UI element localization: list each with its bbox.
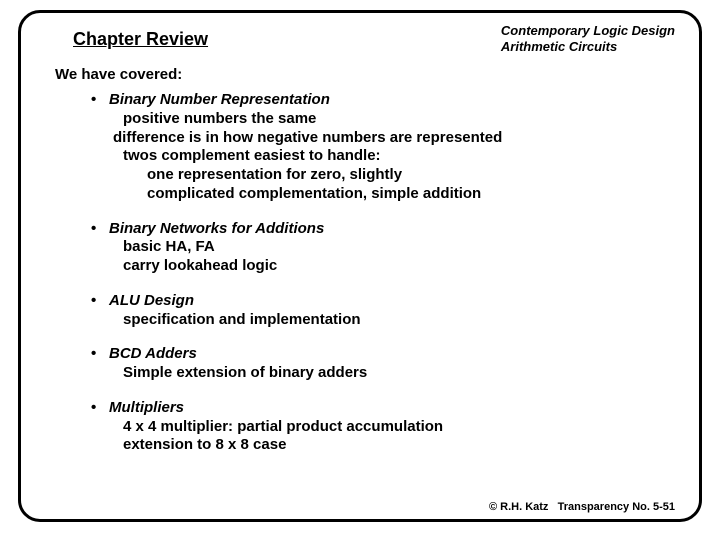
bullet-dot-icon: • bbox=[91, 220, 109, 239]
bullet-title: •Binary Number Representation bbox=[91, 91, 679, 110]
bullet-subline: twos complement easiest to handle: bbox=[91, 147, 679, 166]
bullet-dot-icon: • bbox=[91, 292, 109, 311]
book-line-1: Contemporary Logic Design bbox=[501, 23, 675, 39]
bullet-item: •Multipliers4 x 4 multiplier: partial pr… bbox=[91, 399, 679, 455]
bullet-title: •Multipliers bbox=[91, 399, 679, 418]
bullet-item: •Binary Number Representationpositive nu… bbox=[91, 91, 679, 204]
bullet-subline: carry lookahead logic bbox=[91, 257, 679, 276]
bullet-dot-icon: • bbox=[91, 399, 109, 418]
chapter-title: Chapter Review bbox=[41, 23, 208, 50]
slide-frame: Chapter Review Contemporary Logic Design… bbox=[18, 10, 702, 522]
bullet-title-text: Binary Networks for Additions bbox=[109, 220, 324, 237]
bullet-subline: difference is in how negative numbers ar… bbox=[91, 129, 679, 148]
bullet-subline: specification and implementation bbox=[91, 311, 679, 330]
bullet-dot-icon: • bbox=[91, 345, 109, 364]
header-row: Chapter Review Contemporary Logic Design… bbox=[41, 23, 679, 54]
bullet-title-text: Multipliers bbox=[109, 399, 184, 416]
bullet-title: •Binary Networks for Additions bbox=[91, 220, 679, 239]
bullet-title-text: ALU Design bbox=[109, 292, 194, 309]
book-line-2: Arithmetic Circuits bbox=[501, 39, 675, 55]
bullet-subline: 4 x 4 multiplier: partial product accumu… bbox=[91, 418, 679, 437]
bullet-title: •ALU Design bbox=[91, 292, 679, 311]
bullet-item: •Binary Networks for Additionsbasic HA, … bbox=[91, 220, 679, 276]
copyright: © R.H. Katz bbox=[489, 501, 548, 513]
bullet-subline: basic HA, FA bbox=[91, 238, 679, 257]
bullet-list: •Binary Number Representationpositive nu… bbox=[41, 91, 679, 455]
bullet-subline: complicated complementation, simple addi… bbox=[91, 185, 679, 204]
bullet-subline: positive numbers the same bbox=[91, 110, 679, 129]
bullet-item: •BCD AddersSimple extension of binary ad… bbox=[91, 345, 679, 383]
bullet-subline: one representation for zero, slightly bbox=[91, 166, 679, 185]
bullet-subline: Simple extension of binary adders bbox=[91, 364, 679, 383]
bullet-title-text: Binary Number Representation bbox=[109, 91, 330, 108]
intro-text: We have covered: bbox=[41, 66, 679, 83]
bullet-subline: extension to 8 x 8 case bbox=[91, 436, 679, 455]
bullet-title-text: BCD Adders bbox=[109, 345, 197, 362]
bullet-dot-icon: • bbox=[91, 91, 109, 110]
bullet-title: •BCD Adders bbox=[91, 345, 679, 364]
book-info: Contemporary Logic Design Arithmetic Cir… bbox=[501, 23, 679, 54]
transparency-no: Transparency No. 5-51 bbox=[558, 501, 675, 513]
bullet-item: •ALU Designspecification and implementat… bbox=[91, 292, 679, 330]
footer: © R.H. Katz Transparency No. 5-51 bbox=[489, 501, 675, 513]
